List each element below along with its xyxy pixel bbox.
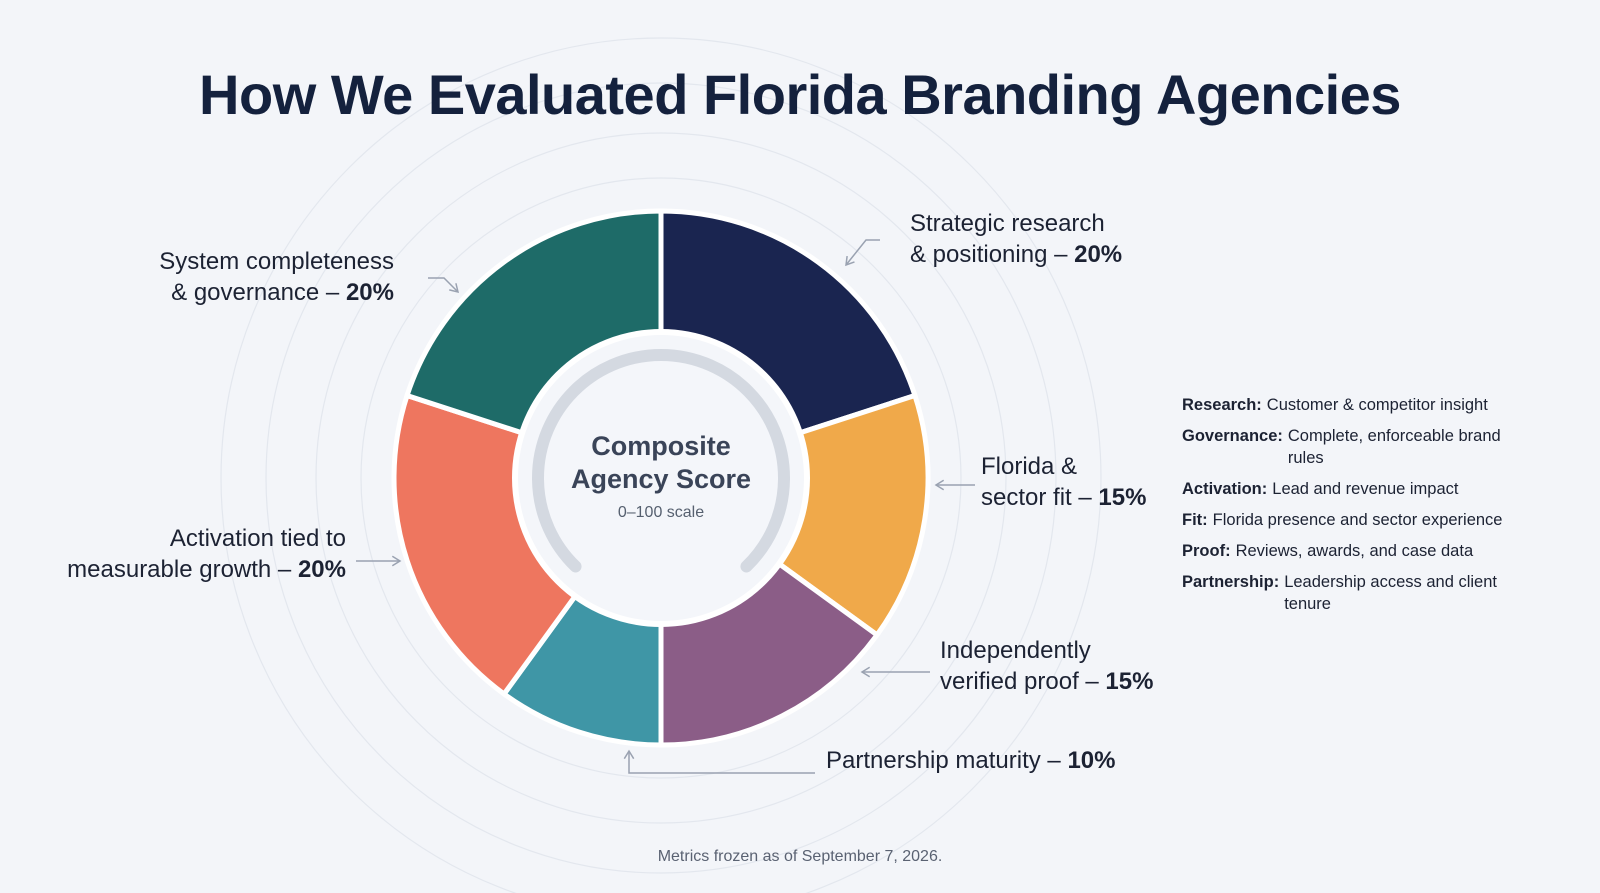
background-ring [265, 82, 1057, 874]
background-ring [220, 37, 1102, 893]
definition-text: Florida presence and sector experience [1212, 511, 1503, 529]
label-system-governance: System completeness & governance – 20% [100, 246, 394, 308]
center-disc [512, 329, 810, 627]
label-text: sector fit – [981, 484, 1099, 511]
definition-text: Customer & competitor insight [1266, 396, 1488, 414]
arrow-strategic [845, 239, 880, 267]
label-percent: 20% [345, 279, 394, 306]
label-line1: Strategic research [910, 210, 1105, 237]
definition-term: Governance: [1182, 427, 1283, 445]
definition-text: Complete, enforceable brand rules [1287, 427, 1501, 467]
label-activation: Activation tied to measurable growth – 2… [40, 523, 346, 585]
label-text: & governance – [171, 279, 346, 306]
label-line1: Activation tied to [169, 525, 346, 552]
label-line2: & positioning – 20% [910, 239, 1122, 270]
label-verified-proof: Independently verified proof – 15% [940, 635, 1153, 697]
label-percent: 20% [1074, 241, 1123, 268]
callout-arrows [356, 239, 975, 774]
footer-note: Metrics frozen as of September 7, 2026. [657, 848, 943, 865]
definition-item: Fit: Florida presence and sector experien… [1182, 509, 1562, 531]
center-title: Composite Agency Score [511, 430, 811, 496]
definition-term: Partnership: [1182, 573, 1280, 591]
center-label: Composite Agency Score 0–100 scale [511, 430, 811, 522]
center-title-line2: Agency Score [570, 464, 752, 494]
label-text: & positioning – [910, 241, 1075, 268]
definition-item: Proof: Reviews, awards, and case data [1182, 540, 1562, 562]
label-percent: 10% [1067, 747, 1116, 774]
definition-text: Lead and revenue impact [1272, 480, 1459, 498]
label-line2: verified proof – 15% [940, 666, 1153, 697]
background-ring [360, 177, 962, 779]
label-text: Partnership maturity – [826, 747, 1068, 774]
label-line2: & governance – 20% [100, 277, 394, 308]
label-text: verified proof – [940, 668, 1106, 695]
arrow-proof [860, 666, 930, 678]
definition-item: Research: Customer & competitor insight [1182, 394, 1562, 416]
gauge-arc [532, 349, 790, 573]
page-title: How We Evaluated Florida Branding Agenci… [199, 63, 1401, 126]
center-title-line1: Composite [591, 431, 731, 461]
center-subtitle: 0–100 scale [617, 504, 705, 521]
label-percent: 15% [1105, 668, 1154, 695]
label-percent: 20% [297, 556, 346, 583]
definition-term: Fit: [1182, 511, 1208, 529]
arrow-florida [934, 479, 975, 491]
label-line1: System completeness [159, 248, 394, 275]
label-strategic-research: Strategic research & positioning – 20% [910, 208, 1122, 270]
definition-item: Governance: Complete, enforceable brand r… [1182, 425, 1562, 469]
background-rings [220, 37, 1102, 893]
label-partnership-maturity: Partnership maturity – 10% [826, 745, 1115, 776]
background-ring [315, 132, 1007, 824]
definition-text: Leadership access and client tenure [1284, 573, 1497, 613]
label-line2: sector fit – 15% [981, 482, 1146, 513]
arrow-system [428, 277, 460, 294]
definition-term: Research: [1182, 396, 1262, 414]
definition-term: Proof: [1182, 542, 1231, 560]
label-line2: measurable growth – 20% [40, 554, 346, 585]
label-text: measurable growth – [67, 556, 298, 583]
label-line1: Partnership maturity – 10% [826, 745, 1115, 776]
arrow-partnership [623, 749, 815, 774]
definition-text: Reviews, awards, and case data [1235, 542, 1474, 560]
definition-item: Partnership: Leadership access and client… [1182, 571, 1562, 615]
definitions-list: Research: Customer & competitor insight G… [1182, 394, 1562, 624]
arrow-activation [356, 555, 402, 567]
definition-item: Activation: Lead and revenue impact [1182, 478, 1562, 500]
definition-term: Activation: [1182, 480, 1268, 498]
label-line1: Florida & [981, 453, 1078, 480]
label-line1: Independently [940, 637, 1091, 664]
label-percent: 15% [1098, 484, 1147, 511]
label-florida-fit: Florida & sector fit – 15% [981, 451, 1146, 513]
